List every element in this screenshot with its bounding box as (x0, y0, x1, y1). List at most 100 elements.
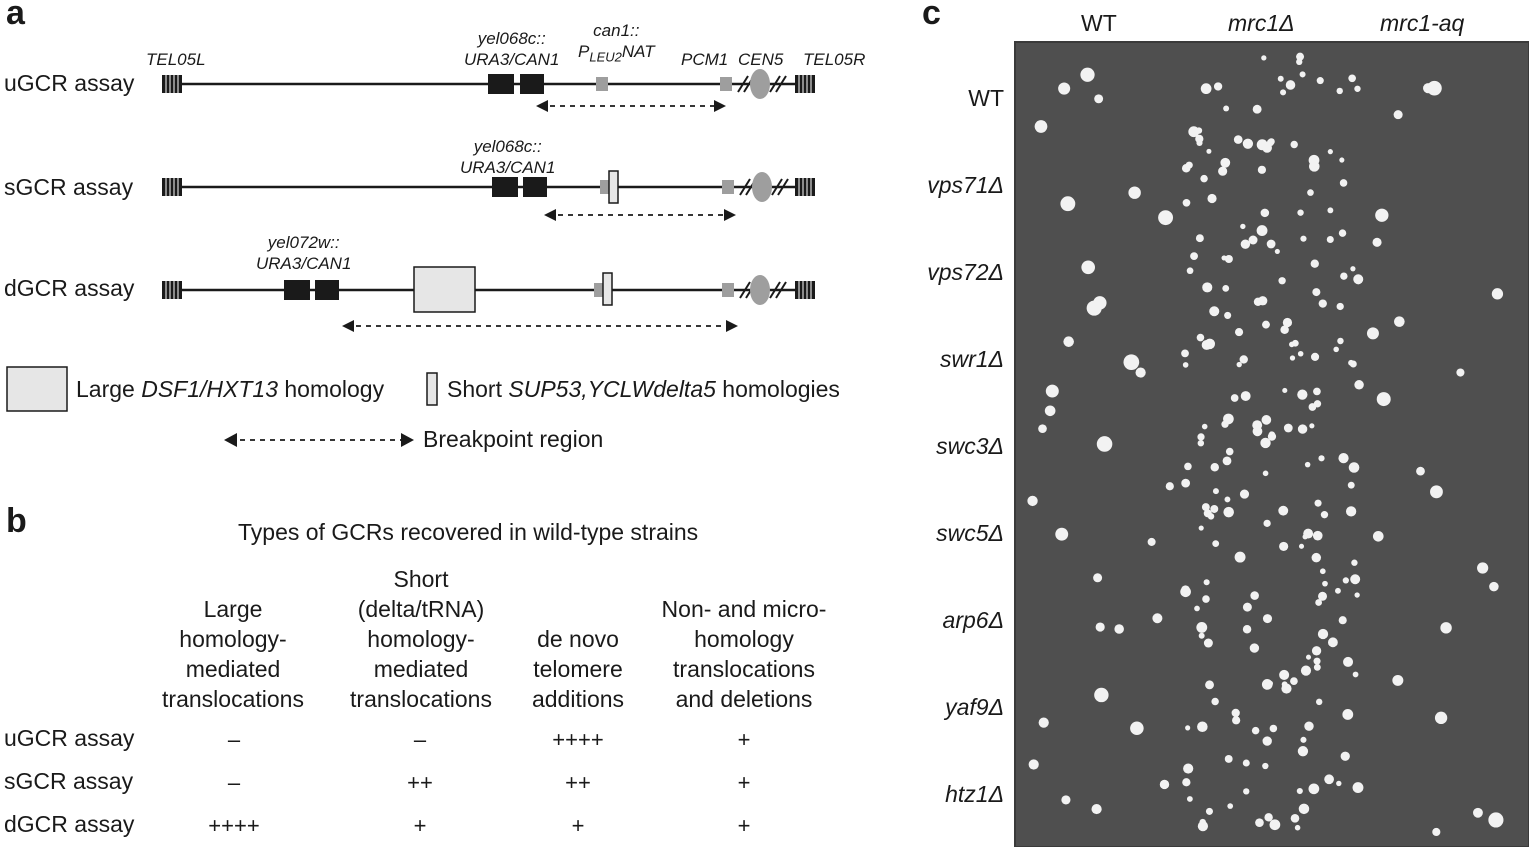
cell-ugcr-denovo: ++++ (552, 727, 604, 752)
colony (1298, 543, 1305, 549)
colony (1236, 361, 1242, 368)
colony (1269, 819, 1281, 831)
colony (1044, 405, 1056, 417)
colony (1308, 403, 1317, 411)
colony (1278, 505, 1289, 516)
colony (1350, 266, 1356, 272)
colony (1267, 680, 1274, 686)
colony (1231, 708, 1240, 718)
colony (1135, 367, 1146, 378)
colony (1307, 189, 1314, 196)
colony (1423, 83, 1434, 94)
colony (1392, 674, 1404, 686)
gene-cen5: CEN5 (738, 50, 784, 69)
cell-ugcr-large: – (227, 727, 241, 752)
sgcr-chromosome (162, 170, 815, 221)
tel05r-telomere (795, 75, 815, 93)
colony (1348, 74, 1356, 83)
colony (1326, 235, 1334, 244)
colony (1327, 149, 1333, 155)
colony (1338, 453, 1349, 464)
gene-tel05r: TEL05R (803, 50, 866, 69)
colony (1339, 179, 1348, 187)
cell-sgcr-short: ++ (407, 770, 433, 795)
colony (1248, 235, 1258, 245)
colony (1196, 333, 1205, 342)
colony (1186, 796, 1193, 802)
colony (1261, 55, 1267, 61)
colony (1038, 717, 1049, 728)
cell-dgcr-denovo: + (571, 813, 585, 838)
colony (1327, 207, 1334, 214)
colony (1297, 209, 1304, 216)
ugcr-chromosome (162, 69, 815, 112)
colony (1060, 196, 1076, 212)
colony (1311, 646, 1322, 656)
colony (1096, 436, 1113, 452)
colony (1304, 721, 1314, 731)
colony (1268, 431, 1276, 438)
colonies (1027, 52, 1504, 837)
colony (1289, 341, 1295, 348)
colony (1055, 527, 1069, 541)
colony (1197, 433, 1205, 441)
colony (1211, 697, 1219, 706)
colony (1093, 573, 1103, 583)
colony (1366, 327, 1379, 340)
strain-label: htz1Δ (945, 781, 1004, 807)
colony (1489, 581, 1499, 592)
colony (1130, 721, 1144, 736)
colony (1234, 551, 1246, 563)
colony (1313, 400, 1322, 408)
colony (1310, 259, 1319, 268)
colony (1335, 587, 1341, 594)
gene-yel068c-u: yel068c:: URA3/CAN1 (464, 29, 560, 69)
plate-background (1015, 42, 1529, 847)
strain-label: yaf9Δ (945, 694, 1004, 720)
colony (1440, 622, 1452, 634)
colony (1195, 127, 1203, 134)
colony (1185, 161, 1193, 169)
colony (1202, 282, 1213, 293)
colony (1224, 311, 1232, 319)
colony (1221, 255, 1227, 261)
colony (1260, 437, 1271, 449)
colony (1314, 499, 1322, 507)
colony (1147, 537, 1156, 546)
colony (1303, 528, 1314, 539)
colony (1093, 296, 1107, 310)
colony (1294, 824, 1301, 831)
colony (1320, 511, 1329, 519)
column-header-short: Short (delta/tRNA) homology-mediated transl… (350, 566, 492, 712)
colony (1324, 774, 1334, 785)
colony (1283, 423, 1293, 433)
colony (1197, 439, 1205, 447)
colony (1300, 665, 1312, 676)
colony (1416, 466, 1425, 476)
cell-ugcr-short: – (413, 727, 427, 752)
colony (1291, 339, 1299, 347)
colony (1319, 568, 1326, 575)
colony (1181, 349, 1189, 358)
gene-can1: can1:: PLEU2NAT (578, 21, 655, 65)
colony (1339, 157, 1345, 163)
colony (1203, 509, 1212, 518)
colony (1354, 380, 1364, 390)
colony (1343, 656, 1354, 667)
colony (1080, 67, 1095, 82)
colony (1372, 530, 1384, 542)
colony (1261, 679, 1273, 690)
colony (1152, 613, 1163, 624)
colony (1337, 337, 1344, 345)
colony (1198, 632, 1205, 639)
colony (1264, 813, 1273, 822)
cell-dgcr-nonhomology: + (737, 813, 751, 838)
colony (1340, 272, 1348, 280)
row-label-sgcr: sGCR assay (4, 768, 134, 794)
colony (1207, 513, 1215, 520)
colony (1196, 621, 1208, 633)
colony (1262, 470, 1269, 477)
colony (1313, 387, 1321, 396)
colony (1311, 552, 1322, 563)
colony (1297, 389, 1308, 400)
